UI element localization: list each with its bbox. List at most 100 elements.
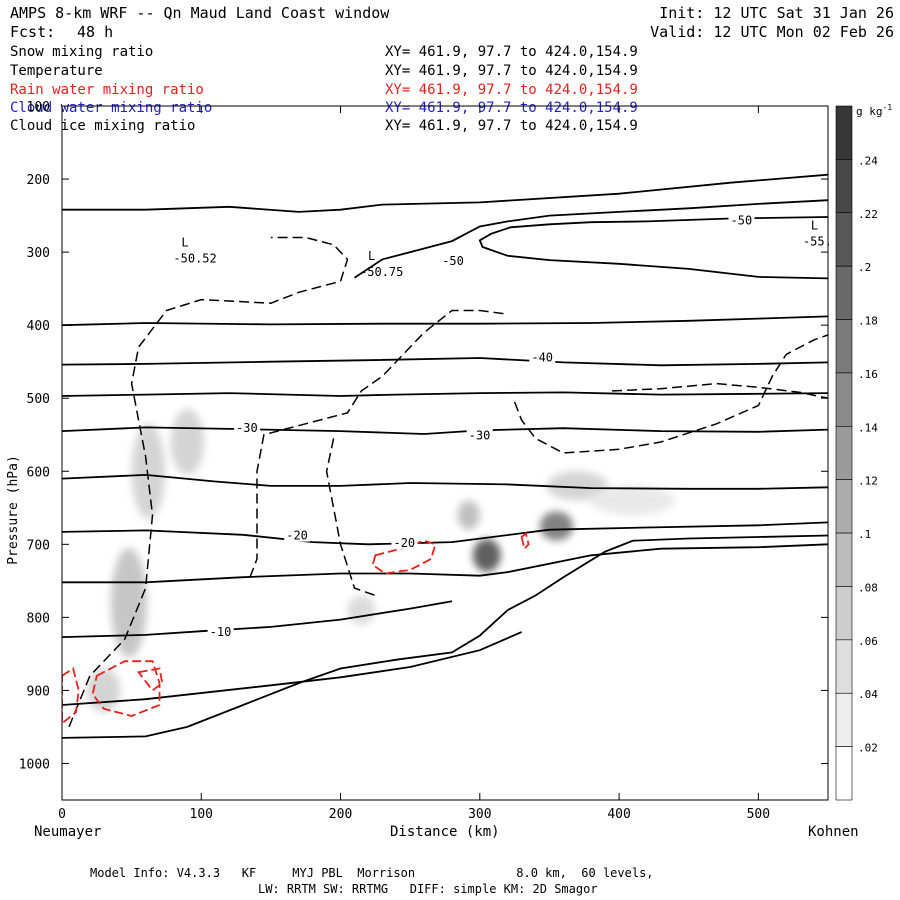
colorbar-tick-label: .18 (858, 315, 878, 328)
snow-blob (131, 423, 166, 519)
temperature-contour (62, 173, 828, 213)
snow-blob (539, 511, 574, 541)
x-tick-label: 400 (607, 807, 630, 822)
temperature-contour (62, 631, 522, 706)
snow-blob (170, 409, 205, 475)
temperature-contour (62, 391, 828, 397)
axes: 100 200 300 400 500 600 700 800 900 1000 0 100 200 30… (19, 100, 829, 822)
snow-blob (591, 485, 675, 516)
cloud-ice-contour (249, 309, 508, 578)
left-endpoint: Neumayer (34, 824, 102, 840)
contour-label: -20 (393, 536, 415, 550)
contour-label-bg (529, 349, 556, 364)
colorbar-tick-label: .04 (858, 688, 878, 701)
x-tick-label: 100 (190, 807, 213, 822)
snow-blob (347, 595, 376, 625)
snow-blob (457, 500, 480, 530)
y-tick-label: 100 (27, 100, 50, 115)
contour-label: -30 (469, 428, 491, 442)
x-tick-label: 200 (329, 807, 352, 822)
colorbar-unit: g kg-1 (856, 103, 892, 118)
low-marker-value: -50.75 (360, 265, 403, 279)
cloud-ice-contour (513, 334, 828, 454)
contour-label: -10 (210, 625, 232, 639)
temperature-contour (354, 199, 828, 279)
field-xy: XY= 461.9, 97.7 to 424.0,154.9 (385, 44, 638, 60)
temperature-contour (62, 473, 828, 490)
colorbar-swatch (835, 372, 853, 427)
contour-label: -50 (731, 214, 753, 228)
y-tick-label: 800 (27, 611, 50, 626)
forecast-hours: 48 h (77, 23, 114, 41)
colorbar-tick-label: .08 (858, 581, 878, 594)
colorbar-swatch (835, 639, 853, 694)
contour-label: -20 (286, 529, 308, 543)
low-marker-letter: L (811, 218, 818, 232)
colorbar-tick-label: .12 (858, 475, 878, 488)
colorbar-tick-label: .2 (858, 261, 871, 274)
snow-blob (472, 538, 501, 572)
rain-water-contour (136, 667, 164, 692)
y-tick-label: 900 (27, 684, 50, 699)
low-marker-letter: L (368, 249, 375, 263)
temperature-contour (62, 315, 828, 327)
contour-label-bg (466, 427, 493, 442)
colorbar-tick-label: .16 (858, 368, 878, 381)
colorbar-swatch (835, 479, 853, 534)
colorbar-swatch (835, 212, 853, 267)
y-tick-label: 1000 (19, 757, 50, 772)
field-xy: XY= 461.9, 97.7 to 424.0,154.9 (385, 100, 638, 116)
contour-label-bg (284, 527, 311, 542)
field-name: Temperature (10, 63, 103, 79)
snow-shading (87, 409, 675, 713)
map-title: AMPS 8-km WRF -- Qn Maud Land Coast wind… (10, 4, 390, 22)
snow-blob (87, 668, 121, 713)
rain-water-contour (91, 660, 161, 717)
colorbar-swatch (835, 746, 853, 801)
field-xy: XY= 461.9, 97.7 to 424.0,154.9 (385, 63, 638, 79)
colorbar-swatch (835, 265, 853, 320)
field-name: Rain water mixing ratio (10, 82, 204, 98)
y-tick-label: 300 (27, 246, 50, 261)
colorbar-swatch (835, 692, 853, 747)
contour-label-bg (391, 534, 418, 549)
x-tick-label: 300 (468, 807, 491, 822)
field-xy: XY= 461.9, 97.7 to 424.0,154.9 (385, 118, 638, 134)
contour-label: -30 (236, 421, 258, 435)
temperature-contour (62, 357, 828, 367)
terrain-line (62, 534, 828, 739)
colorbar-swatch (835, 159, 853, 214)
y-axis-title: Pressure (hPa) (6, 455, 21, 565)
x-tick-label: 0 (58, 807, 66, 822)
model-info: Model Info: V4.3.3 KF MYJ PBL Morrison 8… (90, 866, 654, 880)
low-marker-value: -50.52 (173, 251, 216, 265)
field-name: Snow mixing ratio (10, 44, 154, 60)
field-name: Cloud water mixing ratio (10, 100, 213, 116)
rain-water-contour (62, 667, 80, 725)
temperature-contour (478, 216, 828, 280)
contour-label-bg (207, 623, 234, 638)
model-physics: LW: RRTM SW: RRTMG DIFF: simple KM: 2D S… (258, 882, 598, 896)
colorbar-tick-label: .22 (858, 208, 878, 221)
snow-blob (546, 471, 608, 501)
y-tick-label: 400 (27, 319, 50, 334)
y-tick-label: 500 (27, 392, 50, 407)
cloud-ice-contour (612, 382, 828, 399)
temperature-contour (62, 600, 453, 638)
plot-frame (61, 105, 829, 801)
colorbar-tick-label: .06 (858, 635, 878, 648)
low-marker-value: -55. (803, 234, 832, 248)
y-tick-label: 600 (27, 465, 50, 480)
colorbar-swatch (835, 319, 853, 374)
low-marker-letter: L (181, 235, 188, 249)
contour-label-bg (728, 212, 755, 227)
contour-label-bg (234, 420, 261, 435)
contour-label: -50 (442, 254, 464, 268)
colorbar-swatch (835, 586, 853, 641)
temperature-contour (62, 543, 828, 584)
colorbar-tick-label: .02 (858, 742, 878, 755)
colorbar: .02 .04 .06 .08 .1 .12 .14 .16 .18 .2 .22 .24 g kg-1 (835, 103, 892, 801)
field-xy: XY= 461.9, 97.7 to 424.0,154.9 (385, 82, 638, 98)
temperature-contour (62, 521, 828, 546)
